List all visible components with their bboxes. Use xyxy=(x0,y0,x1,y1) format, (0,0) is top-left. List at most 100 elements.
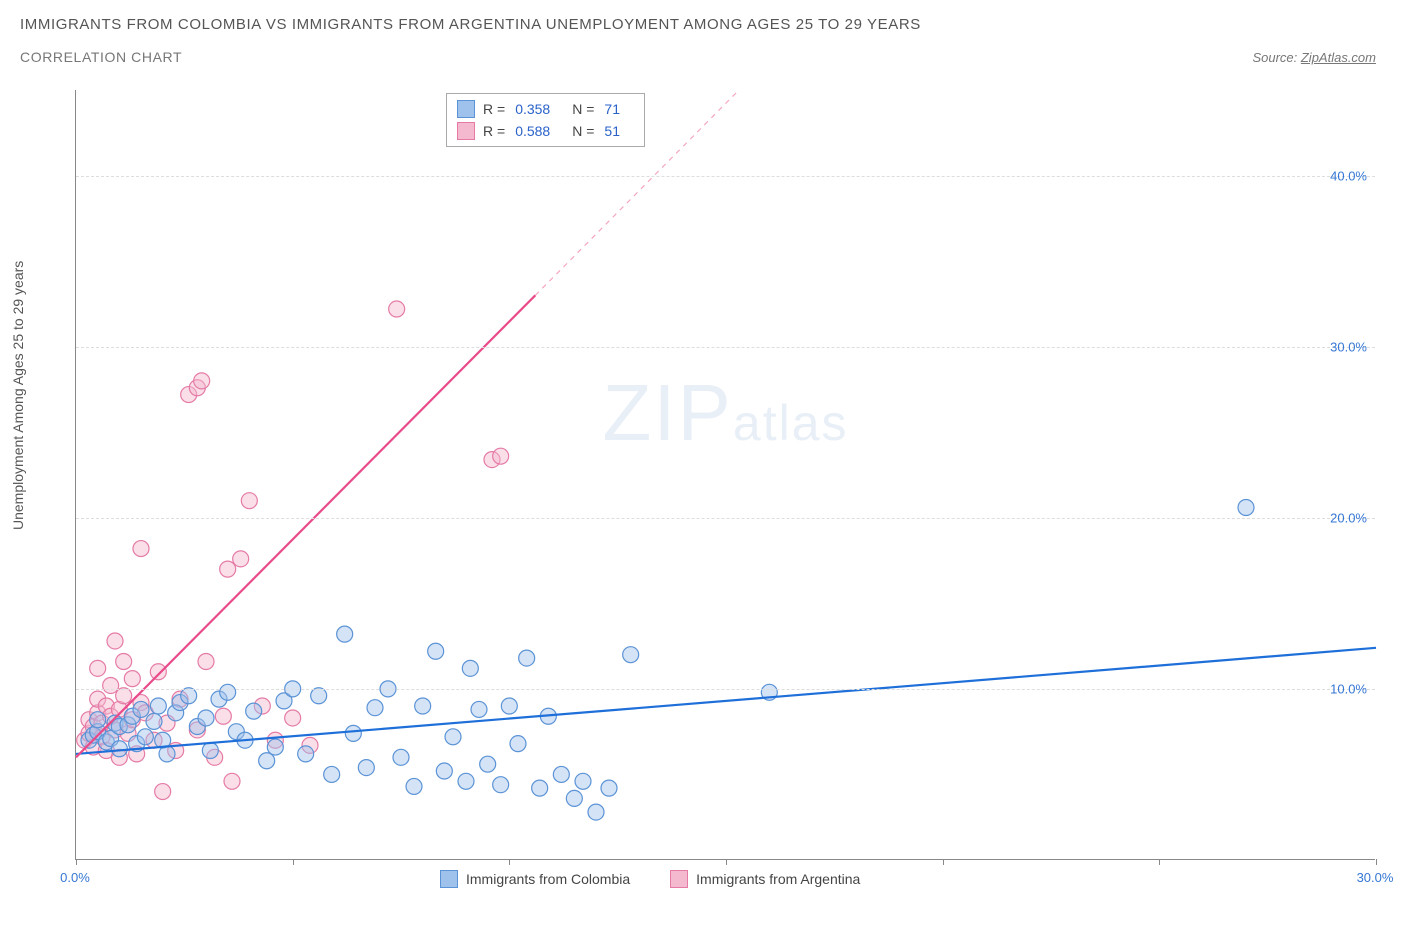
data-point-colombia xyxy=(337,626,353,642)
x-tick-mark xyxy=(943,859,944,865)
data-point-argentina xyxy=(116,688,132,704)
data-point-colombia xyxy=(601,780,617,796)
r-value-colombia: 0.358 xyxy=(515,101,550,117)
data-point-colombia xyxy=(259,753,275,769)
data-point-colombia xyxy=(406,778,422,794)
gridline xyxy=(76,347,1375,348)
page-title: IMMIGRANTS FROM COLOMBIA VS IMMIGRANTS F… xyxy=(20,16,1386,33)
data-point-colombia xyxy=(415,698,431,714)
data-point-colombia xyxy=(202,742,218,758)
data-point-argentina xyxy=(224,773,240,789)
data-point-colombia xyxy=(311,688,327,704)
data-point-colombia xyxy=(298,746,314,762)
swatch-colombia-icon xyxy=(457,100,475,118)
data-point-colombia xyxy=(471,701,487,717)
legend-item-argentina: Immigrants from Argentina xyxy=(670,870,860,888)
data-point-argentina xyxy=(389,301,405,317)
data-point-colombia xyxy=(159,746,175,762)
data-point-colombia xyxy=(428,643,444,659)
data-point-colombia xyxy=(458,773,474,789)
data-point-colombia xyxy=(150,698,166,714)
x-tick-mark xyxy=(76,859,77,865)
data-point-colombia xyxy=(90,712,106,728)
data-point-colombia xyxy=(111,741,127,757)
swatch-colombia-icon xyxy=(440,870,458,888)
data-point-colombia xyxy=(367,700,383,716)
source-attribution: Source: ZipAtlas.com xyxy=(1252,50,1376,65)
y-tick-label: 10.0% xyxy=(1330,681,1367,696)
data-point-colombia xyxy=(510,736,526,752)
data-point-colombia xyxy=(1238,500,1254,516)
data-point-colombia xyxy=(493,777,509,793)
trend-line-colombia xyxy=(76,648,1376,754)
data-point-colombia xyxy=(133,701,149,717)
data-point-argentina xyxy=(220,561,236,577)
swatch-argentina-icon xyxy=(457,122,475,140)
data-point-argentina xyxy=(233,551,249,567)
data-point-colombia xyxy=(267,739,283,755)
y-tick-label: 40.0% xyxy=(1330,168,1367,183)
y-axis-title: Unemployment Among Ages 25 to 29 years xyxy=(10,261,26,530)
data-point-colombia xyxy=(324,766,340,782)
data-point-argentina xyxy=(124,671,140,687)
data-point-argentina xyxy=(215,708,231,724)
data-point-argentina xyxy=(107,633,123,649)
data-point-argentina xyxy=(194,373,210,389)
r-value-argentina: 0.588 xyxy=(515,123,550,139)
data-point-colombia xyxy=(436,763,452,779)
gridline xyxy=(76,176,1375,177)
data-point-colombia xyxy=(462,660,478,676)
svg-layer xyxy=(76,90,1375,859)
data-point-colombia xyxy=(198,710,214,726)
gridline xyxy=(76,689,1375,690)
chart-container: Unemployment Among Ages 25 to 29 years Z… xyxy=(20,90,1386,890)
plot-area: ZIPatlas R = 0.358 N = 71 R = 0.588 N = … xyxy=(75,90,1375,860)
data-point-colombia xyxy=(358,760,374,776)
data-point-colombia xyxy=(519,650,535,666)
data-point-argentina xyxy=(155,784,171,800)
data-point-colombia xyxy=(246,703,262,719)
data-point-colombia xyxy=(553,766,569,782)
data-point-colombia xyxy=(566,790,582,806)
data-point-argentina xyxy=(116,654,132,670)
data-point-argentina xyxy=(493,448,509,464)
data-point-colombia xyxy=(220,684,236,700)
data-point-colombia xyxy=(181,688,197,704)
data-point-argentina xyxy=(198,654,214,670)
x-tick-mark xyxy=(1376,859,1377,865)
x-tick-mark xyxy=(1159,859,1160,865)
y-tick-label: 20.0% xyxy=(1330,510,1367,525)
y-tick-label: 30.0% xyxy=(1330,339,1367,354)
legend-series: Immigrants from Colombia Immigrants from… xyxy=(440,870,860,888)
subtitle: CORRELATION CHART xyxy=(20,49,182,65)
legend-stats-row-colombia: R = 0.358 N = 71 xyxy=(457,98,634,120)
gridline xyxy=(76,518,1375,519)
data-point-colombia xyxy=(501,698,517,714)
data-point-colombia xyxy=(146,713,162,729)
x-tick-label: 30.0% xyxy=(1357,870,1394,885)
x-tick-mark xyxy=(726,859,727,865)
legend-stats-row-argentina: R = 0.588 N = 51 xyxy=(457,120,634,142)
x-tick-mark xyxy=(293,859,294,865)
data-point-colombia xyxy=(588,804,604,820)
data-point-colombia xyxy=(137,729,153,745)
data-point-argentina xyxy=(241,493,257,509)
data-point-colombia xyxy=(445,729,461,745)
data-point-colombia xyxy=(345,725,361,741)
swatch-argentina-icon xyxy=(670,870,688,888)
data-point-argentina xyxy=(103,677,119,693)
data-point-colombia xyxy=(623,647,639,663)
data-point-argentina xyxy=(150,664,166,680)
data-point-argentina xyxy=(285,710,301,726)
header: IMMIGRANTS FROM COLOMBIA VS IMMIGRANTS F… xyxy=(0,0,1406,69)
data-point-argentina xyxy=(133,541,149,557)
data-point-colombia xyxy=(532,780,548,796)
legend-stats: R = 0.358 N = 71 R = 0.588 N = 51 xyxy=(446,93,645,147)
legend-item-colombia: Immigrants from Colombia xyxy=(440,870,630,888)
n-value-argentina: 51 xyxy=(604,123,620,139)
x-tick-mark xyxy=(509,859,510,865)
data-point-colombia xyxy=(575,773,591,789)
source-link[interactable]: ZipAtlas.com xyxy=(1301,50,1376,65)
data-point-colombia xyxy=(480,756,496,772)
data-point-colombia xyxy=(393,749,409,765)
